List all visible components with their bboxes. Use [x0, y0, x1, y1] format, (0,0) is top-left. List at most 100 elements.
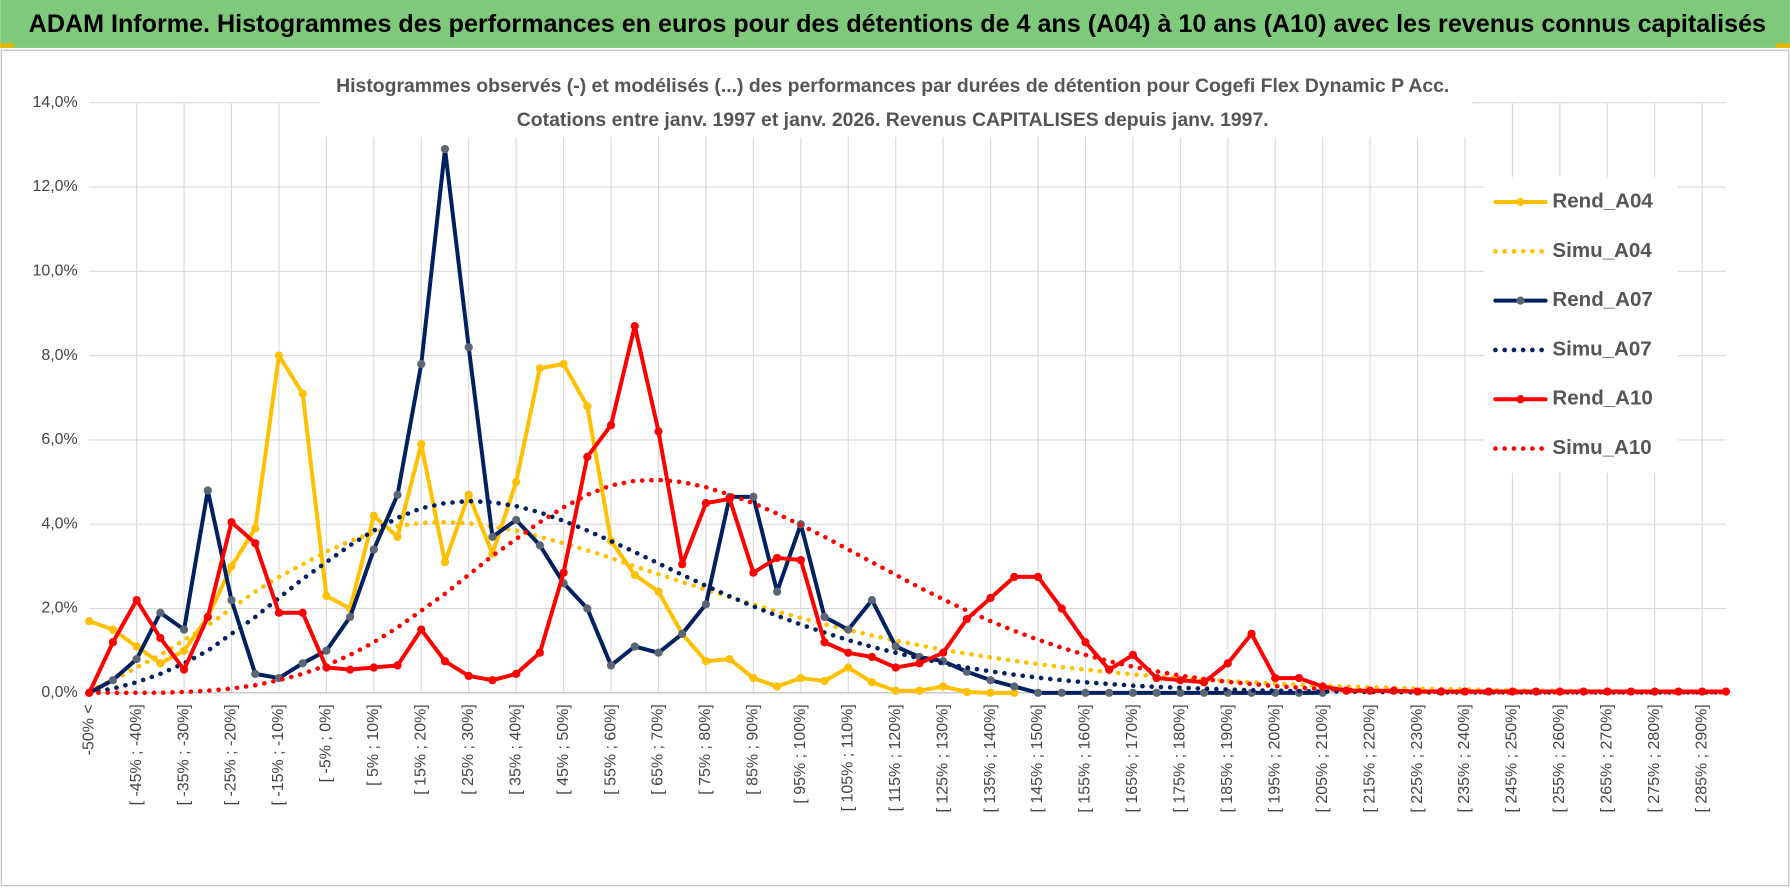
- x-tick-label: [ -45% ; -40%]: [128, 704, 145, 805]
- y-tick-label: 14,0%: [32, 94, 77, 111]
- data-point: [535, 541, 544, 550]
- data-point: [132, 642, 141, 651]
- data-point: [227, 518, 236, 527]
- data-point: [678, 560, 687, 569]
- x-tick-label: [ 165% ; 170%]: [1124, 704, 1141, 812]
- x-tick-label: [ -35% ; -30%]: [175, 704, 192, 805]
- x-tick-label: [ 25% ; 30%]: [460, 704, 477, 795]
- data-point: [701, 499, 711, 508]
- data-point: [583, 402, 592, 411]
- data-point: [1721, 687, 1731, 696]
- data-point: [606, 421, 616, 430]
- data-point: [227, 595, 236, 605]
- data-point: [630, 570, 639, 579]
- x-tick-label: [ 255% ; 260%]: [1551, 704, 1568, 812]
- legend-marker: [1516, 296, 1525, 305]
- data-point: [891, 663, 900, 672]
- data-point: [820, 612, 829, 622]
- legend-label: Simu_A10: [1552, 436, 1651, 459]
- data-point: [725, 654, 734, 664]
- data-point: [1294, 673, 1304, 683]
- x-tick-label: -50% <: [80, 704, 97, 755]
- data-point: [346, 665, 355, 674]
- y-tick-label: 10,0%: [32, 263, 77, 280]
- x-tick-label: [ -15% ; -10%]: [270, 704, 287, 805]
- data-point: [867, 652, 877, 662]
- x-tick-label: [ 65% ; 70%]: [650, 704, 667, 795]
- data-point: [891, 686, 900, 695]
- data-point: [85, 617, 94, 626]
- data-point: [322, 646, 331, 655]
- data-point: [749, 673, 758, 683]
- legend-label: Simu_A07: [1552, 337, 1651, 360]
- data-point: [440, 144, 450, 154]
- data-point: [867, 595, 877, 605]
- data-point: [203, 612, 212, 622]
- data-point: [844, 625, 853, 634]
- data-point: [606, 661, 616, 670]
- series-line: [87, 353, 1017, 695]
- data-point: [844, 648, 853, 657]
- data-point: [535, 648, 544, 657]
- x-tick-label: [ 55% ; 60%]: [602, 704, 619, 795]
- x-tick-label: [ 235% ; 240%]: [1456, 704, 1473, 812]
- data-point: [1508, 687, 1517, 696]
- data-point: [1057, 688, 1066, 697]
- data-point: [749, 568, 758, 577]
- data-point: [393, 490, 402, 499]
- data-point: [1010, 688, 1019, 697]
- data-point: [132, 654, 141, 664]
- series-line: [86, 477, 1729, 696]
- header-bar: [0, 0, 1790, 48]
- data-point: [796, 673, 805, 683]
- data-point: [1105, 665, 1114, 674]
- data-point: [227, 562, 236, 571]
- x-tick-label: [ -25% ; -20%]: [223, 704, 240, 805]
- data-point: [1271, 673, 1280, 683]
- data-point: [654, 587, 663, 596]
- data-point: [440, 657, 450, 666]
- data-point: [654, 427, 663, 436]
- data-point: [1010, 682, 1019, 691]
- data-point: [772, 553, 782, 563]
- data-point: [512, 477, 521, 487]
- legend-label: Rend_A04: [1552, 189, 1653, 212]
- data-point: [772, 587, 782, 596]
- data-point: [179, 665, 189, 674]
- series-line: [86, 519, 1729, 695]
- x-tick-label: [ 185% ; 190%]: [1219, 704, 1236, 812]
- x-tick-label: [ 145% ; 150%]: [1029, 704, 1046, 812]
- data-point: [654, 648, 663, 657]
- data-point: [701, 600, 711, 609]
- data-point: [749, 492, 758, 501]
- x-tick-label: [ 175% ; 180%]: [1172, 704, 1189, 812]
- data-point: [251, 669, 260, 678]
- data-point: [939, 682, 948, 691]
- data-point: [559, 568, 568, 577]
- data-point: [630, 322, 639, 331]
- data-point: [678, 629, 687, 638]
- data-point: [844, 663, 853, 672]
- data-point: [986, 593, 995, 603]
- legend-box: [1483, 176, 1678, 473]
- data-point: [915, 686, 924, 695]
- data-point: [820, 676, 829, 686]
- legend-label: Rend_A07: [1552, 288, 1652, 311]
- x-tick-label: [ 105% ; 110%]: [839, 704, 856, 811]
- data-point: [393, 661, 402, 670]
- data-point: [156, 633, 165, 643]
- x-tick-label: [ 35% ; 40%]: [507, 704, 524, 795]
- x-tick-label: [ 285% ; 290%]: [1693, 704, 1710, 812]
- x-tick-label: [ 135% ; 140%]: [982, 704, 999, 812]
- y-tick-label: 0,0%: [41, 684, 77, 701]
- data-point: [512, 515, 521, 525]
- data-point: [464, 490, 473, 499]
- x-tick-label: [ 15% ; 20%]: [412, 704, 429, 795]
- x-tick-label: [ 75% ; 80%]: [697, 704, 714, 795]
- data-point: [820, 638, 829, 647]
- data-point: [488, 532, 497, 541]
- data-point: [583, 604, 592, 613]
- data-point: [156, 659, 165, 668]
- x-tick-label: [ 195% ; 200%]: [1266, 704, 1283, 812]
